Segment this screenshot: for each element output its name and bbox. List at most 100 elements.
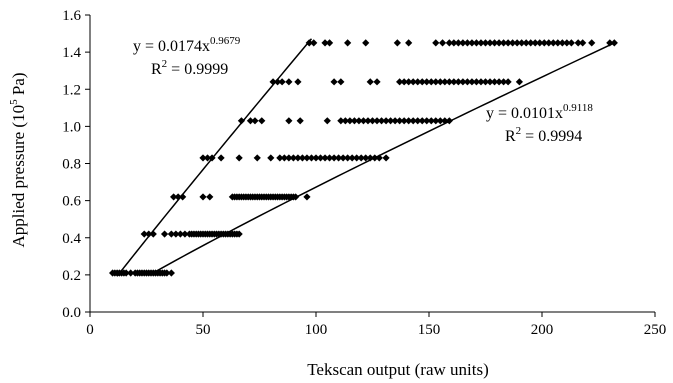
data-point xyxy=(321,39,329,47)
data-point xyxy=(459,78,467,86)
data-point xyxy=(518,39,526,47)
data-point xyxy=(373,117,381,125)
data-point xyxy=(294,154,302,162)
data-point xyxy=(610,39,618,47)
data-point xyxy=(335,154,343,162)
data-point xyxy=(278,78,286,86)
data-point xyxy=(531,39,539,47)
data-point xyxy=(305,39,313,47)
data-point xyxy=(127,269,135,277)
data-point xyxy=(459,39,467,47)
data-point xyxy=(400,117,408,125)
fit-equation-shallow: y = 0.0101x0.9118 xyxy=(486,102,593,122)
data-point xyxy=(344,39,352,47)
data-point xyxy=(237,117,246,125)
data-point xyxy=(344,154,352,162)
data-point xyxy=(310,39,318,47)
data-point xyxy=(251,117,259,125)
data-point xyxy=(371,154,379,162)
data-point xyxy=(235,230,243,238)
fit-r2-steep: R2 = 0.9999 xyxy=(151,58,228,78)
data-point xyxy=(339,154,347,162)
data-point xyxy=(337,117,345,125)
data-point xyxy=(375,154,383,162)
data-point xyxy=(296,117,304,125)
y-tick-label: 0.2 xyxy=(62,268,81,284)
data-point xyxy=(393,39,401,47)
data-point xyxy=(472,39,481,47)
data-point xyxy=(368,117,377,125)
data-point xyxy=(203,154,212,162)
data-point xyxy=(527,39,535,47)
data-point xyxy=(294,78,302,86)
data-point xyxy=(280,154,288,162)
data-point xyxy=(163,269,171,277)
data-point xyxy=(481,78,490,86)
data-point xyxy=(373,78,381,86)
data-point xyxy=(574,39,582,47)
data-point xyxy=(325,154,334,162)
data-point xyxy=(490,39,499,47)
data-point xyxy=(468,39,476,47)
data-point xyxy=(450,39,458,47)
x-tick-label: 100 xyxy=(305,322,328,338)
data-point xyxy=(513,39,521,47)
data-point xyxy=(391,117,399,125)
data-point xyxy=(504,78,512,86)
data-point xyxy=(445,117,453,125)
data-point xyxy=(303,154,311,162)
data-point xyxy=(145,230,153,238)
data-point xyxy=(445,78,453,86)
data-point xyxy=(312,154,320,162)
data-point xyxy=(490,78,499,86)
data-point xyxy=(199,154,207,162)
y-tick-label: 0.8 xyxy=(62,157,81,173)
x-tick-label: 0 xyxy=(86,322,94,338)
data-point xyxy=(396,117,404,125)
data-point xyxy=(359,117,368,125)
fit-r2-shallow: R2 = 0.9994 xyxy=(505,125,582,145)
data-point xyxy=(436,78,444,86)
data-point xyxy=(579,39,587,47)
data-point xyxy=(454,78,462,86)
data-point xyxy=(414,117,422,125)
data-point xyxy=(468,78,476,86)
data-point xyxy=(172,230,180,238)
data-point xyxy=(558,39,566,47)
data-point xyxy=(463,78,472,86)
data-point xyxy=(409,78,417,86)
data-point xyxy=(285,154,293,162)
data-point xyxy=(454,39,462,47)
x-tick-label: 250 xyxy=(644,322,667,338)
data-point xyxy=(486,78,494,86)
data-point xyxy=(176,230,184,238)
data-point xyxy=(445,39,453,47)
data-point xyxy=(536,39,544,47)
data-point xyxy=(276,154,284,162)
data-point xyxy=(441,117,449,125)
data-point xyxy=(499,39,508,47)
data-point xyxy=(258,117,266,125)
x-tick-label: 150 xyxy=(418,322,441,338)
data-point xyxy=(382,117,390,125)
data-point xyxy=(285,117,293,125)
fit-equation-steep: y = 0.0174x0.9679 xyxy=(133,35,241,55)
data-point xyxy=(321,154,329,162)
data-point xyxy=(509,39,517,47)
data-point xyxy=(122,269,130,277)
data-point xyxy=(289,154,297,162)
data-point xyxy=(386,117,395,125)
data-point xyxy=(414,78,422,86)
data-point xyxy=(217,154,225,162)
data-point xyxy=(441,78,449,86)
data-point xyxy=(174,193,182,201)
data-point xyxy=(285,78,293,86)
data-point xyxy=(179,193,187,201)
data-point xyxy=(208,154,216,162)
data-point xyxy=(432,39,440,47)
data-point xyxy=(495,78,503,86)
data-point xyxy=(357,154,365,162)
x-ticks: 0 50 100 150 200 250 xyxy=(86,312,666,338)
data-point xyxy=(436,117,444,125)
